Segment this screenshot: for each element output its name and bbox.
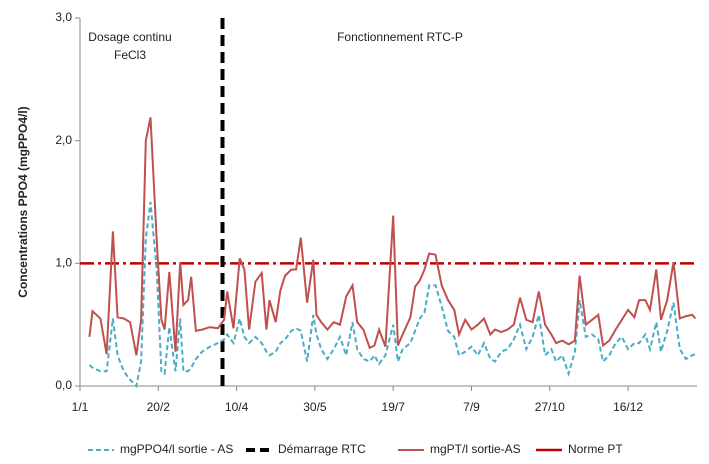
annotation: FeCl3: [114, 48, 146, 62]
x-tick-label: 16/12: [613, 400, 643, 414]
y-tick-label: 3,0: [55, 10, 72, 24]
y-tick-label: 0,0: [55, 378, 72, 392]
y-tick-label: 2,0: [55, 133, 72, 147]
y-tick-label: 1,0: [55, 256, 72, 270]
x-tick-label: 7/9: [463, 400, 480, 414]
legend-label: mgPT/l sortie-AS: [430, 442, 521, 456]
annotation: Fonctionnement RTC-P: [337, 30, 463, 44]
legend-label: mgPPO4/l sortie - AS: [120, 442, 233, 456]
legend-label: Démarrage RTC: [278, 442, 366, 456]
x-tick-label: 20/2: [147, 400, 171, 414]
annotation: Dosage continu: [88, 30, 171, 44]
legend-label: Norme PT: [568, 442, 623, 456]
x-tick-label: 30/5: [303, 400, 327, 414]
series-line: [88, 201, 696, 389]
x-tick-label: 19/7: [382, 400, 406, 414]
series-line: [88, 117, 697, 356]
x-tick-label: 10/4: [225, 400, 249, 414]
x-tick-label: 27/10: [535, 400, 565, 414]
y-axis-label: Concentrations PPO4 (mgPPO4/l): [16, 106, 30, 297]
x-tick-label: 1/1: [72, 400, 89, 414]
